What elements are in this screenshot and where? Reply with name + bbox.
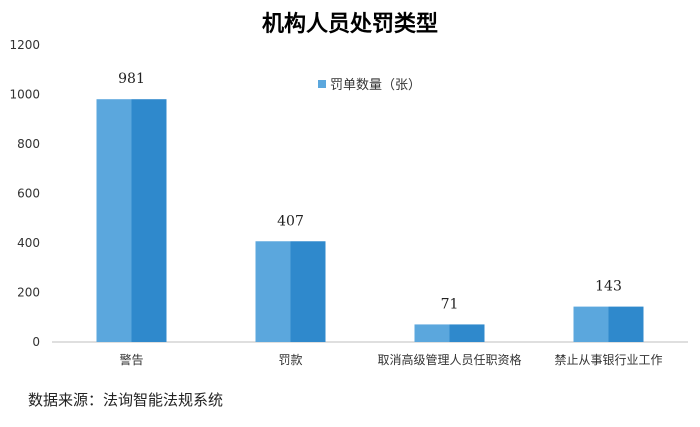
bar-left-face [573,306,609,342]
y-axis: 0 200 400 600 800 1000 1200 [9,38,40,349]
y-tick-label: 800 [17,137,40,151]
bar-right-face [608,306,644,342]
data-label: 71 [441,296,459,312]
y-tick-label: 200 [17,286,40,300]
legend-label: 罚单数量（张） [330,78,421,93]
source-note: 数据来源：法询智能法规系统 [28,391,224,409]
bar [573,306,644,342]
bar-series: 981 警告 407 罚款 71 取消高级管理人员任职资格 143 禁止从事银行业工作 [96,71,663,367]
data-label: 143 [595,279,622,295]
legend-swatch [318,80,326,88]
category-label: 罚款 [278,353,302,367]
bar-chart: 0 200 400 600 800 1000 1200 981 警告 407 罚款 71 取消高级管理… [9,38,688,367]
bar [414,324,485,342]
data-label: 407 [277,213,304,229]
y-tick-label: 1000 [9,88,40,102]
legend: 罚单数量（张） [318,78,421,93]
data-label: 981 [118,71,145,87]
category-label: 禁止从事银行业工作 [554,353,662,367]
y-tick-label: 400 [17,236,40,250]
bar-right-face [449,324,485,342]
bar-left-face [414,324,450,342]
bar-right-face [290,241,326,342]
bar [255,241,326,342]
y-tick-label: 600 [17,187,40,201]
chart-title: 机构人员处罚类型 [261,12,438,37]
y-tick-label: 0 [32,335,40,349]
bar-left-face [96,99,132,342]
bar-left-face [255,241,291,342]
y-tick-label: 1200 [9,38,40,52]
category-label: 警告 [119,352,143,367]
category-label: 取消高级管理人员任职资格 [377,352,521,367]
bar [96,99,167,342]
bar-right-face [131,99,167,342]
